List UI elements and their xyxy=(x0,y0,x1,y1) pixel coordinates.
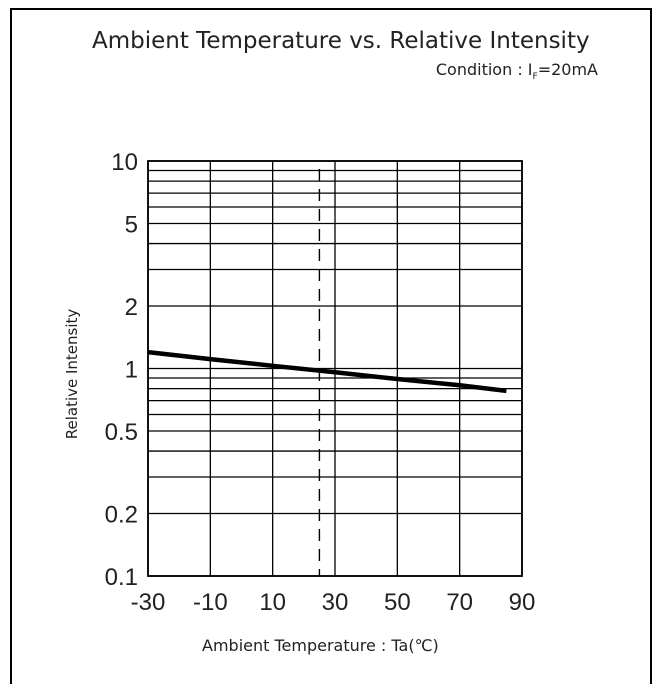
x-tick-label: 70 xyxy=(446,589,473,616)
y-tick-label: 5 xyxy=(125,211,138,238)
subtitle-prefix: Condition : I xyxy=(435,60,533,79)
subtitle-subscript: F xyxy=(532,72,538,83)
y-tick-label: 1 xyxy=(125,357,138,384)
y-tick-label: 0.1 xyxy=(105,564,138,591)
y-tick-label: 0.2 xyxy=(105,502,138,529)
x-tick-label: 30 xyxy=(322,589,349,616)
chart-title: Ambient Temperature vs. Relative Intensi… xyxy=(92,28,590,54)
y-tick-label: 0.5 xyxy=(105,419,138,446)
series-line xyxy=(147,349,507,394)
chart-frame xyxy=(10,8,652,684)
x-tick-label: -10 xyxy=(193,589,228,616)
x-tick-label: 90 xyxy=(509,589,536,616)
chart-subtitle: Condition : IF=20mA xyxy=(436,60,598,82)
x-tick-label: 50 xyxy=(384,589,411,616)
y-tick-label: 2 xyxy=(125,294,138,321)
x-axis-label: Ambient Temperature : Ta(℃) xyxy=(202,636,439,655)
x-tick-label: 10 xyxy=(259,589,286,616)
plot-border xyxy=(147,160,523,577)
y-tick-label: 10 xyxy=(111,149,138,176)
subtitle-suffix: =20mA xyxy=(537,60,598,79)
x-tick-label: -30 xyxy=(131,589,166,616)
y-axis-label: Relative Intensity xyxy=(63,308,81,440)
